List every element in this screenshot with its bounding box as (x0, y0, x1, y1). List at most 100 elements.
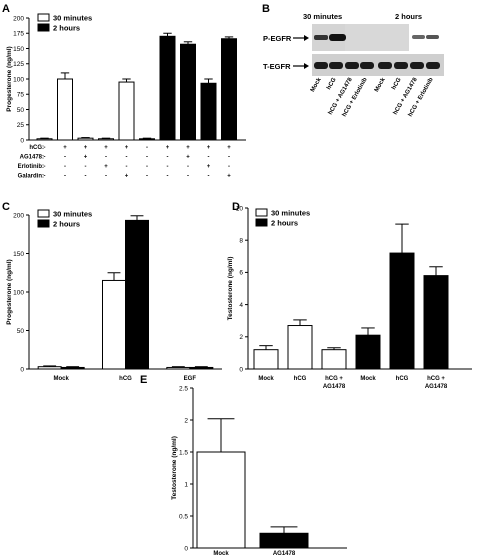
blot-band (360, 62, 374, 69)
condition-sign: + (84, 145, 88, 151)
blot-band (394, 62, 408, 69)
condition-sign: - (44, 155, 46, 161)
bar (189, 366, 214, 370)
legend-swatch (37, 219, 50, 228)
chart-c: 0 50 100 150 200 Progesterone (ng/ml) 30 minut… (6, 209, 222, 382)
bar (139, 138, 155, 141)
y-tick-label: 50 (17, 107, 25, 114)
legend-label: 2 hours (53, 220, 80, 229)
bar (389, 252, 415, 370)
condition-sign: - (167, 155, 169, 161)
legend-label: 30 minutes (271, 209, 310, 218)
blot-band (329, 62, 343, 69)
condition-sign: + (125, 174, 129, 180)
bar (287, 325, 313, 370)
y-tick-label: 0 (239, 366, 243, 373)
x-tick-label: EGF (184, 376, 197, 382)
legend-label: 30 minutes (53, 210, 92, 219)
bar (166, 366, 191, 370)
y-axis-label: Testosterone (ng/ml) (227, 257, 234, 321)
condition-sign: + (166, 145, 170, 151)
blot-band (378, 62, 392, 69)
arrow-icon (293, 35, 309, 41)
x-tick-label: hCG + (325, 376, 343, 382)
bar (159, 35, 176, 141)
panel-label-a: A (2, 3, 10, 15)
x-tick-label: AG1478 (273, 551, 296, 556)
condition-sign: - (187, 174, 189, 180)
condition-sign: - (208, 155, 210, 161)
x-tick-label: AG1478 (425, 384, 448, 390)
x-tick-label: AG1478 (323, 384, 346, 390)
x-tick-label: hCG + (427, 376, 445, 382)
blot-band (412, 35, 425, 39)
condition-sign: - (146, 174, 148, 180)
arrow-icon (293, 63, 309, 69)
condition-sign: - (126, 155, 128, 161)
condition-sign: + (104, 145, 108, 151)
condition-label: hCG: (29, 145, 44, 151)
condition-sign: - (146, 164, 148, 170)
blot-band (314, 62, 328, 69)
x-tick-label: hCG (119, 376, 132, 382)
x-tick-label: Mock (258, 376, 274, 382)
y-tick-label: 200 (13, 212, 24, 219)
condition-sign: - (44, 174, 46, 180)
bar (77, 137, 94, 141)
blot-band (329, 34, 346, 41)
legend-label: 2 hours (53, 24, 80, 33)
condition-sign: + (125, 145, 129, 151)
bar (321, 349, 347, 370)
chart-e: 0 0.5 1 1.5 2 2.5 Testosterone (ng/ml) Mock AG14… (171, 385, 347, 556)
legend-swatch (37, 13, 50, 22)
y-tick-label: 0.5 (179, 513, 188, 520)
x-tick-label: Mock (53, 376, 69, 382)
y-tick-label: 125 (13, 61, 24, 68)
x-tick-label: Mock (360, 376, 376, 382)
y-tick-label: 100 (13, 289, 24, 296)
condition-sign: - (146, 145, 148, 151)
bar (259, 532, 309, 549)
condition-sign: + (227, 174, 231, 180)
condition-sign: + (207, 164, 211, 170)
condition-sign: - (187, 164, 189, 170)
bar (200, 82, 217, 141)
y-tick-label: 8 (239, 238, 243, 245)
condition-sign: - (85, 164, 87, 170)
condition-label: AG1478: (20, 155, 44, 161)
condition-sign: - (167, 164, 169, 170)
condition-sign: - (64, 155, 66, 161)
condition-sign: + (207, 145, 211, 151)
legend-swatch (37, 209, 50, 218)
bar (36, 138, 53, 141)
bar (180, 43, 196, 141)
condition-sign: - (126, 164, 128, 170)
y-tick-label: 0 (20, 137, 24, 144)
bar (125, 219, 149, 370)
y-tick-label: 150 (13, 251, 24, 258)
condition-sign: - (85, 174, 87, 180)
y-tick-label: 75 (17, 92, 25, 99)
condition-label: Galardin: (18, 174, 44, 180)
condition-sign: - (228, 155, 230, 161)
blot-band (410, 62, 424, 69)
legend-swatch (255, 208, 268, 217)
y-tick-label: 1 (184, 481, 188, 488)
blot-lane-label: hCG (391, 77, 403, 91)
chart-a: 0 25 50 75 100 125 150 175 200 Progesterone (ng/m… (6, 13, 246, 180)
bar (423, 275, 449, 370)
panel-label-e: E (140, 374, 147, 386)
panel-label-c: C (2, 201, 10, 213)
blot-band (314, 35, 328, 40)
blot-lane-label: Mock (374, 76, 387, 93)
legend-label: 2 hours (271, 219, 298, 228)
condition-sign: + (186, 145, 190, 151)
legend-swatch (255, 218, 268, 227)
y-tick-label: 200 (13, 15, 24, 22)
y-tick-label: 4 (239, 302, 243, 309)
panel-label-b: B (262, 3, 270, 15)
western-blot: 30 minutes 2 hours P-EGFR T-EGFR Moc (263, 12, 444, 118)
bar (98, 138, 114, 141)
